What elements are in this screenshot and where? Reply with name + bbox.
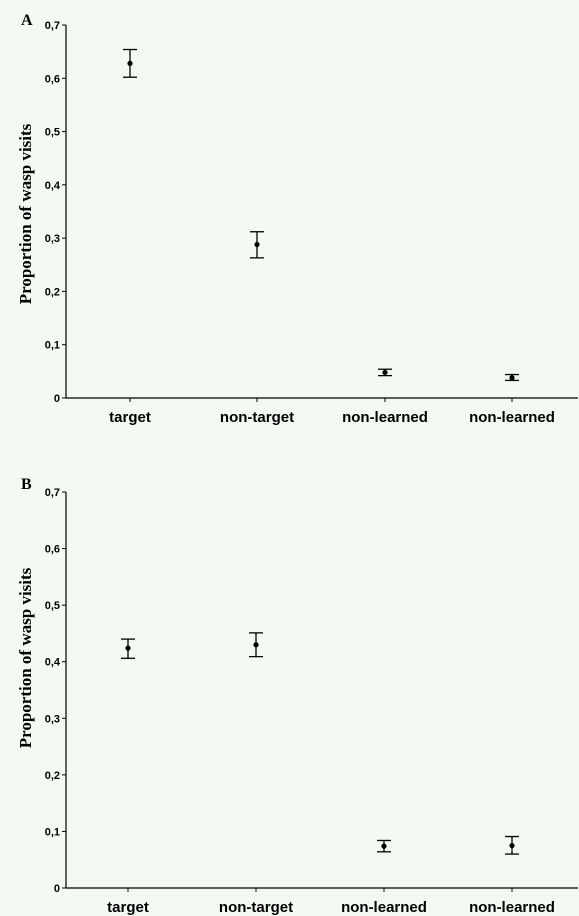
y-tick-label-0-6: 0,6 bbox=[45, 73, 60, 85]
y-tick-label-0-4: 0,4 bbox=[45, 180, 61, 192]
x-tick-label-0-2: non-learned bbox=[342, 409, 428, 426]
y-tick-label-0-0: 0 bbox=[54, 393, 60, 405]
y-tick-label-1-7: 0,7 bbox=[45, 487, 60, 499]
data-point-0-2 bbox=[382, 369, 388, 376]
y-tick-label-0-7: 0,7 bbox=[45, 20, 60, 32]
data-point-1-2 bbox=[381, 843, 387, 849]
x-tick-label-0-0: target bbox=[109, 409, 151, 426]
y-tick-label-1-3: 0,3 bbox=[45, 713, 60, 725]
y-tick-label-1-6: 0,6 bbox=[45, 544, 60, 556]
y-tick-label-0-3: 0,3 bbox=[45, 233, 60, 245]
y-tick-label-1-5: 0,5 bbox=[45, 600, 60, 612]
data-point-1-3 bbox=[509, 842, 515, 849]
data-point-1-1 bbox=[253, 642, 259, 648]
x-tick-label-0-3: non-learned bbox=[469, 409, 555, 426]
y-tick-label-1-0: 0 bbox=[54, 883, 60, 895]
data-point-0-0 bbox=[127, 60, 133, 66]
x-tick-label-1-2: non-learned bbox=[341, 899, 427, 916]
x-tick-label-1-0: target bbox=[107, 899, 149, 916]
panel-label-1: B bbox=[21, 476, 32, 493]
x-tick-label-0-1: non-target bbox=[220, 409, 294, 426]
y-tick-label-1-1: 0,1 bbox=[45, 826, 60, 838]
y-axis-title-0: Proportion of wasp visits bbox=[16, 123, 35, 304]
data-point-1-0 bbox=[125, 645, 131, 651]
y-tick-label-1-2: 0,2 bbox=[45, 770, 60, 782]
y-tick-label-1-4: 0,4 bbox=[45, 657, 61, 669]
data-point-0-1 bbox=[254, 241, 260, 248]
y-tick-label-0-5: 0,5 bbox=[45, 127, 60, 139]
y-tick-label-0-2: 0,2 bbox=[45, 286, 60, 298]
y-axis-title-1: Proportion of wasp visits bbox=[16, 567, 35, 748]
x-tick-label-1-1: non-target bbox=[219, 899, 293, 916]
data-point-0-3 bbox=[509, 375, 515, 381]
x-tick-label-1-3: non-learned bbox=[469, 899, 555, 916]
y-tick-label-0-1: 0,1 bbox=[45, 340, 60, 352]
panel-label-0: A bbox=[21, 12, 33, 29]
